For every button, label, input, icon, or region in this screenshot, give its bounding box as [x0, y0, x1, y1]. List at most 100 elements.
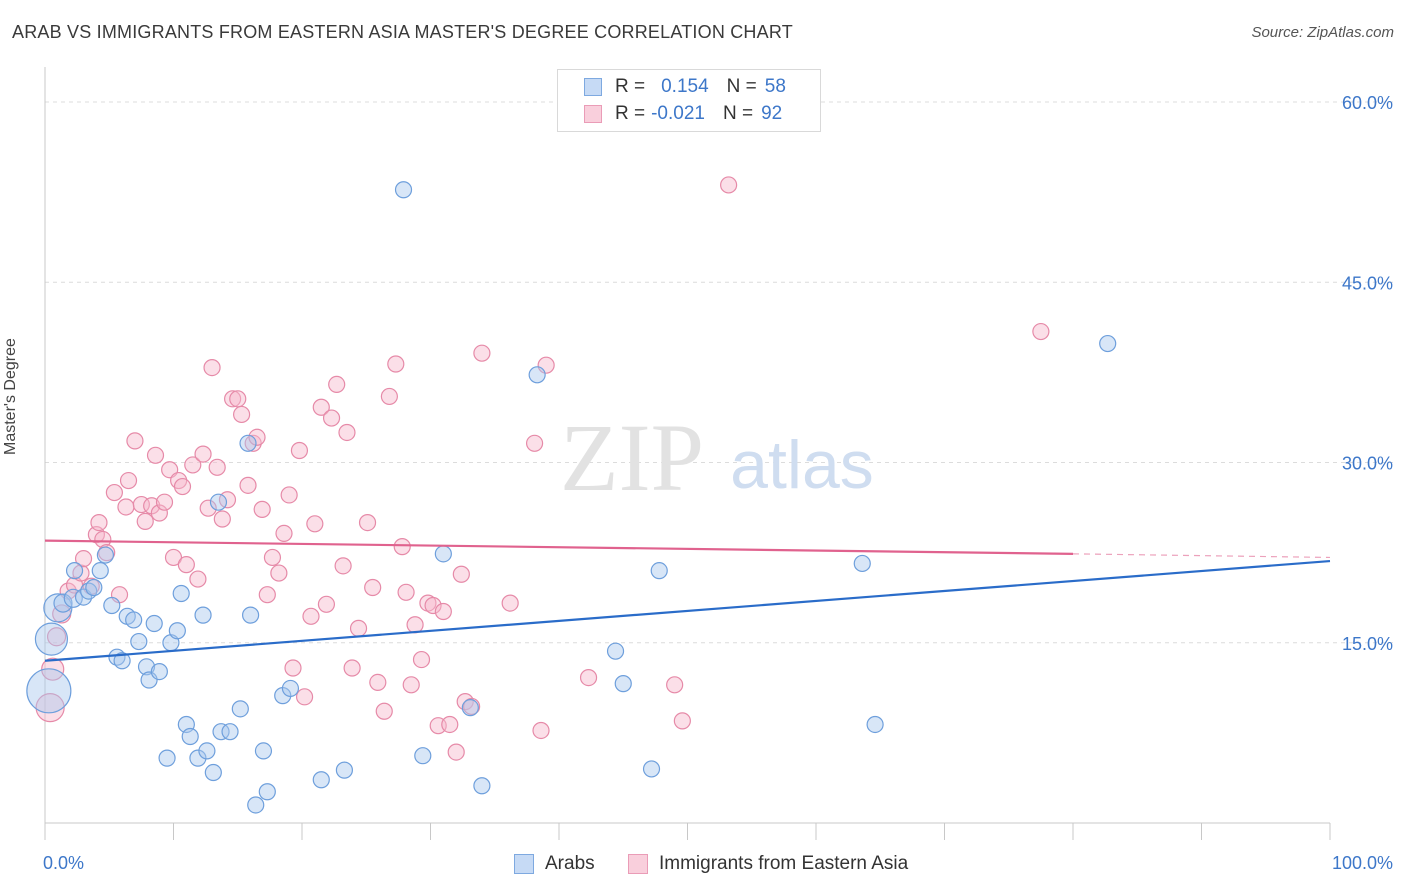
data-point-immigrants: [194, 445, 212, 463]
data-point-immigrants: [666, 676, 684, 694]
legend-row-arabs: R = 0.154 N = 58: [584, 74, 786, 100]
data-point-immigrants: [375, 702, 393, 720]
legend-r-value: -0.021: [651, 103, 705, 124]
data-point-arabs: [650, 562, 668, 580]
data-point-arabs: [853, 554, 871, 573]
data-point-immigrants: [452, 565, 470, 583]
data-point-immigrants: [328, 375, 346, 394]
data-point-immigrants: [501, 594, 519, 612]
data-point-arabs: [281, 679, 300, 698]
data-point-immigrants: [224, 390, 242, 408]
data-point-immigrants: [258, 586, 276, 604]
legend-n-label: N =: [722, 103, 754, 124]
y-tick-label: 45.0%: [1342, 273, 1393, 293]
data-point-immigrants: [199, 499, 217, 517]
watermark: ZIP atlas: [560, 404, 874, 511]
data-point-immigrants: [280, 486, 298, 504]
data-point-immigrants: [306, 515, 324, 533]
trend-line-immigrants: [44, 539, 1074, 555]
data-point-immigrants: [213, 510, 231, 528]
data-point-immigrants: [579, 669, 598, 687]
data-point-arabs: [53, 593, 73, 613]
data-point-immigrants: [173, 477, 192, 496]
data-point-immigrants: [284, 659, 302, 677]
data-point-immigrants: [155, 493, 174, 511]
data-point-arabs: [414, 747, 432, 765]
data-point-arabs: [204, 763, 222, 782]
trend-lines: [44, 539, 1331, 662]
data-point-arabs: [1099, 334, 1117, 353]
legend-swatch-arabs: [584, 78, 602, 96]
x-tick-label: 0.0%: [43, 853, 84, 873]
data-point-immigrants: [441, 715, 459, 734]
data-point-arabs: [145, 614, 163, 633]
data-point-immigrants: [146, 446, 165, 464]
data-point-immigrants: [338, 423, 356, 442]
bottom-legend-swatch-arabs: [514, 854, 534, 874]
data-point-arabs: [461, 699, 479, 717]
data-point-immigrants: [35, 693, 65, 723]
legend-row-immigrants: R = -0.021 N = 92: [584, 101, 782, 127]
data-point-immigrants: [1032, 322, 1050, 341]
data-point-arabs: [168, 622, 186, 640]
data-point-arabs: [335, 761, 354, 779]
data-point-immigrants: [233, 405, 251, 424]
data-point-arabs: [434, 545, 452, 563]
data-point-arabs: [130, 632, 148, 651]
legend: R = 0.154 N = 58 R = -0.021 N = 92: [557, 69, 821, 132]
data-point-arabs: [254, 742, 273, 760]
watermark-zip: ZIP: [560, 404, 704, 511]
data-point-immigrants: [447, 743, 465, 761]
data-point-arabs: [212, 723, 230, 741]
data-point-immigrants: [229, 390, 247, 408]
data-point-immigrants: [720, 176, 738, 194]
data-point-arabs: [85, 578, 103, 597]
legend-r-label: R =: [615, 76, 646, 97]
data-point-arabs: [239, 434, 257, 452]
watermark-atlas: atlas: [730, 427, 874, 503]
data-point-arabs: [150, 662, 168, 681]
trend-line-arabs: [44, 559, 1331, 662]
data-point-arabs: [181, 727, 199, 746]
data-point-arabs: [247, 796, 265, 814]
data-point-immigrants: [295, 688, 314, 706]
bottom-legend-arabs: Arabs: [514, 852, 595, 876]
data-point-arabs: [866, 715, 884, 734]
legend-n-value: 92: [761, 103, 783, 124]
data-point-arabs: [172, 584, 190, 603]
data-point-immigrants: [402, 676, 420, 694]
data-point-immigrants: [177, 556, 195, 574]
legend-n-label: N =: [726, 76, 757, 97]
data-point-immigrants: [322, 409, 341, 427]
data-point-immigrants: [393, 538, 411, 556]
data-point-immigrants: [343, 659, 361, 677]
data-point-immigrants: [380, 387, 398, 406]
chart-title: ARAB VS IMMIGRANTS FROM EASTERN ASIA MAS…: [12, 22, 793, 42]
data-point-immigrants: [248, 428, 266, 446]
data-point-immigrants: [312, 398, 330, 416]
data-point-immigrants: [184, 456, 202, 474]
data-point-arabs: [158, 749, 176, 767]
bottom-legend-label-arabs: Arabs: [545, 853, 595, 874]
data-point-immigrants: [90, 513, 108, 532]
data-point-arabs: [113, 652, 131, 670]
data-point-arabs: [231, 700, 249, 718]
data-point-immigrants: [532, 721, 550, 740]
data-point-immigrants: [434, 602, 452, 621]
data-point-immigrants: [290, 441, 309, 460]
grid-lines: [45, 101, 1393, 644]
data-point-arabs: [606, 642, 625, 660]
y-tick-label: 15.0%: [1342, 634, 1393, 654]
data-point-immigrants: [263, 548, 282, 567]
data-point-arabs: [194, 606, 212, 624]
data-point-immigrants: [317, 595, 336, 613]
tick-labels: 15.0% 30.0% 45.0% 60.0% 0.0% 100.0%: [43, 93, 1393, 873]
data-point-arabs: [34, 622, 69, 656]
data-point-arabs: [209, 493, 228, 511]
data-point-immigrants: [412, 650, 431, 669]
legend-r-label: R =: [615, 103, 646, 124]
data-point-immigrants: [239, 476, 257, 494]
bottom-legend-immigrants: Immigrants from Eastern Asia: [628, 852, 908, 876]
series-arabs-points: [26, 181, 1117, 814]
data-point-arabs: [189, 749, 207, 767]
